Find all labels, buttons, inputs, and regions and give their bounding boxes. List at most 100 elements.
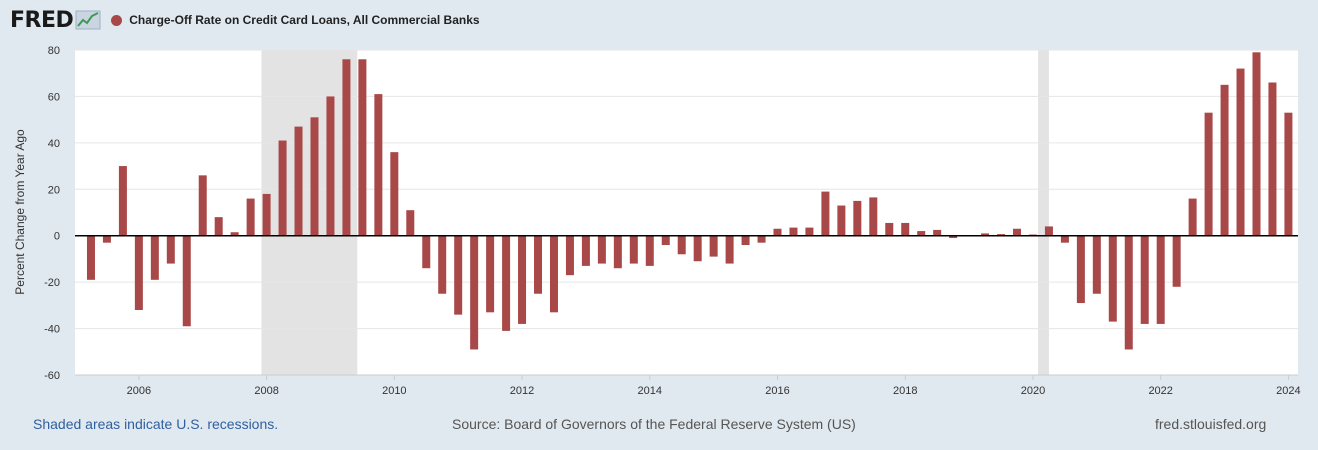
bar[interactable] — [773, 228, 782, 236]
bar[interactable] — [470, 235, 479, 350]
bar[interactable] — [885, 222, 894, 236]
x-tick-label: 2010 — [382, 385, 406, 397]
bar[interactable] — [1108, 235, 1117, 322]
bar[interactable] — [502, 235, 511, 331]
bar[interactable] — [853, 200, 862, 236]
bar[interactable] — [997, 234, 1006, 236]
bar[interactable] — [86, 235, 95, 280]
x-tick-label: 2022 — [1148, 385, 1172, 397]
bar[interactable] — [294, 126, 303, 236]
bar[interactable] — [198, 175, 207, 236]
bar[interactable] — [1284, 112, 1293, 236]
bar[interactable] — [933, 229, 942, 236]
bar[interactable] — [981, 233, 990, 236]
bar[interactable] — [182, 235, 191, 327]
bar[interactable] — [693, 235, 702, 262]
bar[interactable] — [1156, 235, 1165, 324]
bar[interactable] — [1124, 235, 1133, 350]
y-tick-label: 0 — [54, 231, 60, 243]
bar[interactable] — [789, 227, 798, 236]
bar[interactable] — [406, 210, 415, 236]
bar[interactable] — [534, 235, 543, 294]
x-tick-label: 2018 — [893, 385, 917, 397]
bar[interactable] — [709, 235, 718, 257]
bar[interactable] — [613, 235, 622, 269]
bar[interactable] — [1268, 82, 1277, 236]
bars — [86, 52, 1293, 350]
bar[interactable] — [454, 235, 463, 315]
bar[interactable] — [821, 191, 830, 236]
bar[interactable] — [230, 232, 239, 236]
site-link[interactable]: fred.stlouisfed.org — [1155, 416, 1267, 432]
bar[interactable] — [166, 235, 175, 264]
bar[interactable] — [1076, 235, 1085, 304]
bar[interactable] — [757, 235, 766, 243]
bar[interactable] — [374, 94, 383, 236]
bar[interactable] — [661, 235, 670, 245]
bar[interactable] — [486, 235, 495, 313]
bar[interactable] — [214, 217, 223, 236]
bar[interactable] — [326, 96, 335, 236]
bar[interactable] — [518, 235, 527, 324]
bar[interactable] — [358, 59, 367, 236]
fred-logo[interactable]: FRED — [10, 7, 74, 33]
bar[interactable] — [278, 140, 287, 236]
gridlines — [75, 49, 1298, 376]
y-tick-label: -40 — [44, 324, 60, 336]
bar[interactable] — [1140, 235, 1149, 324]
y-tick-label: -20 — [44, 277, 60, 289]
source-note: Source: Board of Governors of the Federa… — [452, 416, 856, 432]
bar[interactable] — [837, 205, 846, 236]
bar[interactable] — [549, 235, 558, 313]
bar[interactable] — [390, 152, 399, 236]
bar[interactable] — [246, 198, 255, 236]
bar[interactable] — [438, 235, 447, 294]
bar[interactable] — [150, 235, 159, 280]
bar[interactable] — [1092, 235, 1101, 294]
bar[interactable] — [949, 235, 958, 239]
bar[interactable] — [597, 235, 606, 264]
bar[interactable] — [677, 235, 686, 255]
bar[interactable] — [1204, 112, 1213, 236]
bar[interactable] — [1172, 235, 1181, 287]
bar[interactable] — [102, 235, 111, 243]
bar[interactable] — [342, 59, 351, 236]
recession-note[interactable]: Shaded areas indicate U.S. recessions. — [33, 416, 279, 432]
bar[interactable] — [1012, 228, 1021, 236]
bar[interactable] — [134, 235, 143, 310]
plot-area — [75, 50, 1298, 375]
y-tick-label: 20 — [48, 184, 60, 196]
bar[interactable] — [565, 235, 574, 276]
x-tick-label: 2008 — [254, 385, 278, 397]
bar[interactable] — [1236, 68, 1245, 236]
bar[interactable] — [118, 166, 127, 236]
y-tick-label: 80 — [48, 45, 60, 57]
bar[interactable] — [1252, 52, 1261, 236]
bar[interactable] — [310, 117, 319, 236]
recession-shading-layer — [261, 50, 1049, 375]
series-title[interactable]: Charge-Off Rate on Credit Card Loans, Al… — [129, 13, 480, 27]
bar[interactable] — [805, 227, 814, 236]
bar[interactable] — [581, 235, 590, 266]
bar[interactable] — [725, 235, 734, 264]
x-tick-label: 2012 — [510, 385, 534, 397]
bar[interactable] — [869, 197, 878, 236]
bar[interactable] — [901, 222, 910, 236]
x-tick-label: 2014 — [638, 385, 662, 397]
bar[interactable] — [917, 231, 926, 236]
bar[interactable] — [741, 235, 750, 245]
bar[interactable] — [629, 235, 638, 264]
bar[interactable] — [422, 235, 431, 269]
bar[interactable] — [1188, 198, 1197, 236]
bar[interactable] — [262, 193, 271, 236]
bar[interactable] — [1220, 84, 1229, 236]
y-axis-label: Percent Change from Year Ago — [13, 129, 27, 295]
recession-band — [1038, 50, 1049, 375]
bar[interactable] — [645, 235, 654, 266]
bar[interactable] — [1044, 226, 1053, 236]
axes: 80 60 40 20 0 -20 -40 -60 2006 2008 2010 2012 2014 20… — [44, 45, 1301, 397]
x-tick-label: 2024 — [1276, 385, 1300, 397]
bar[interactable] — [1060, 235, 1069, 243]
y-tick-label: 40 — [48, 138, 60, 150]
